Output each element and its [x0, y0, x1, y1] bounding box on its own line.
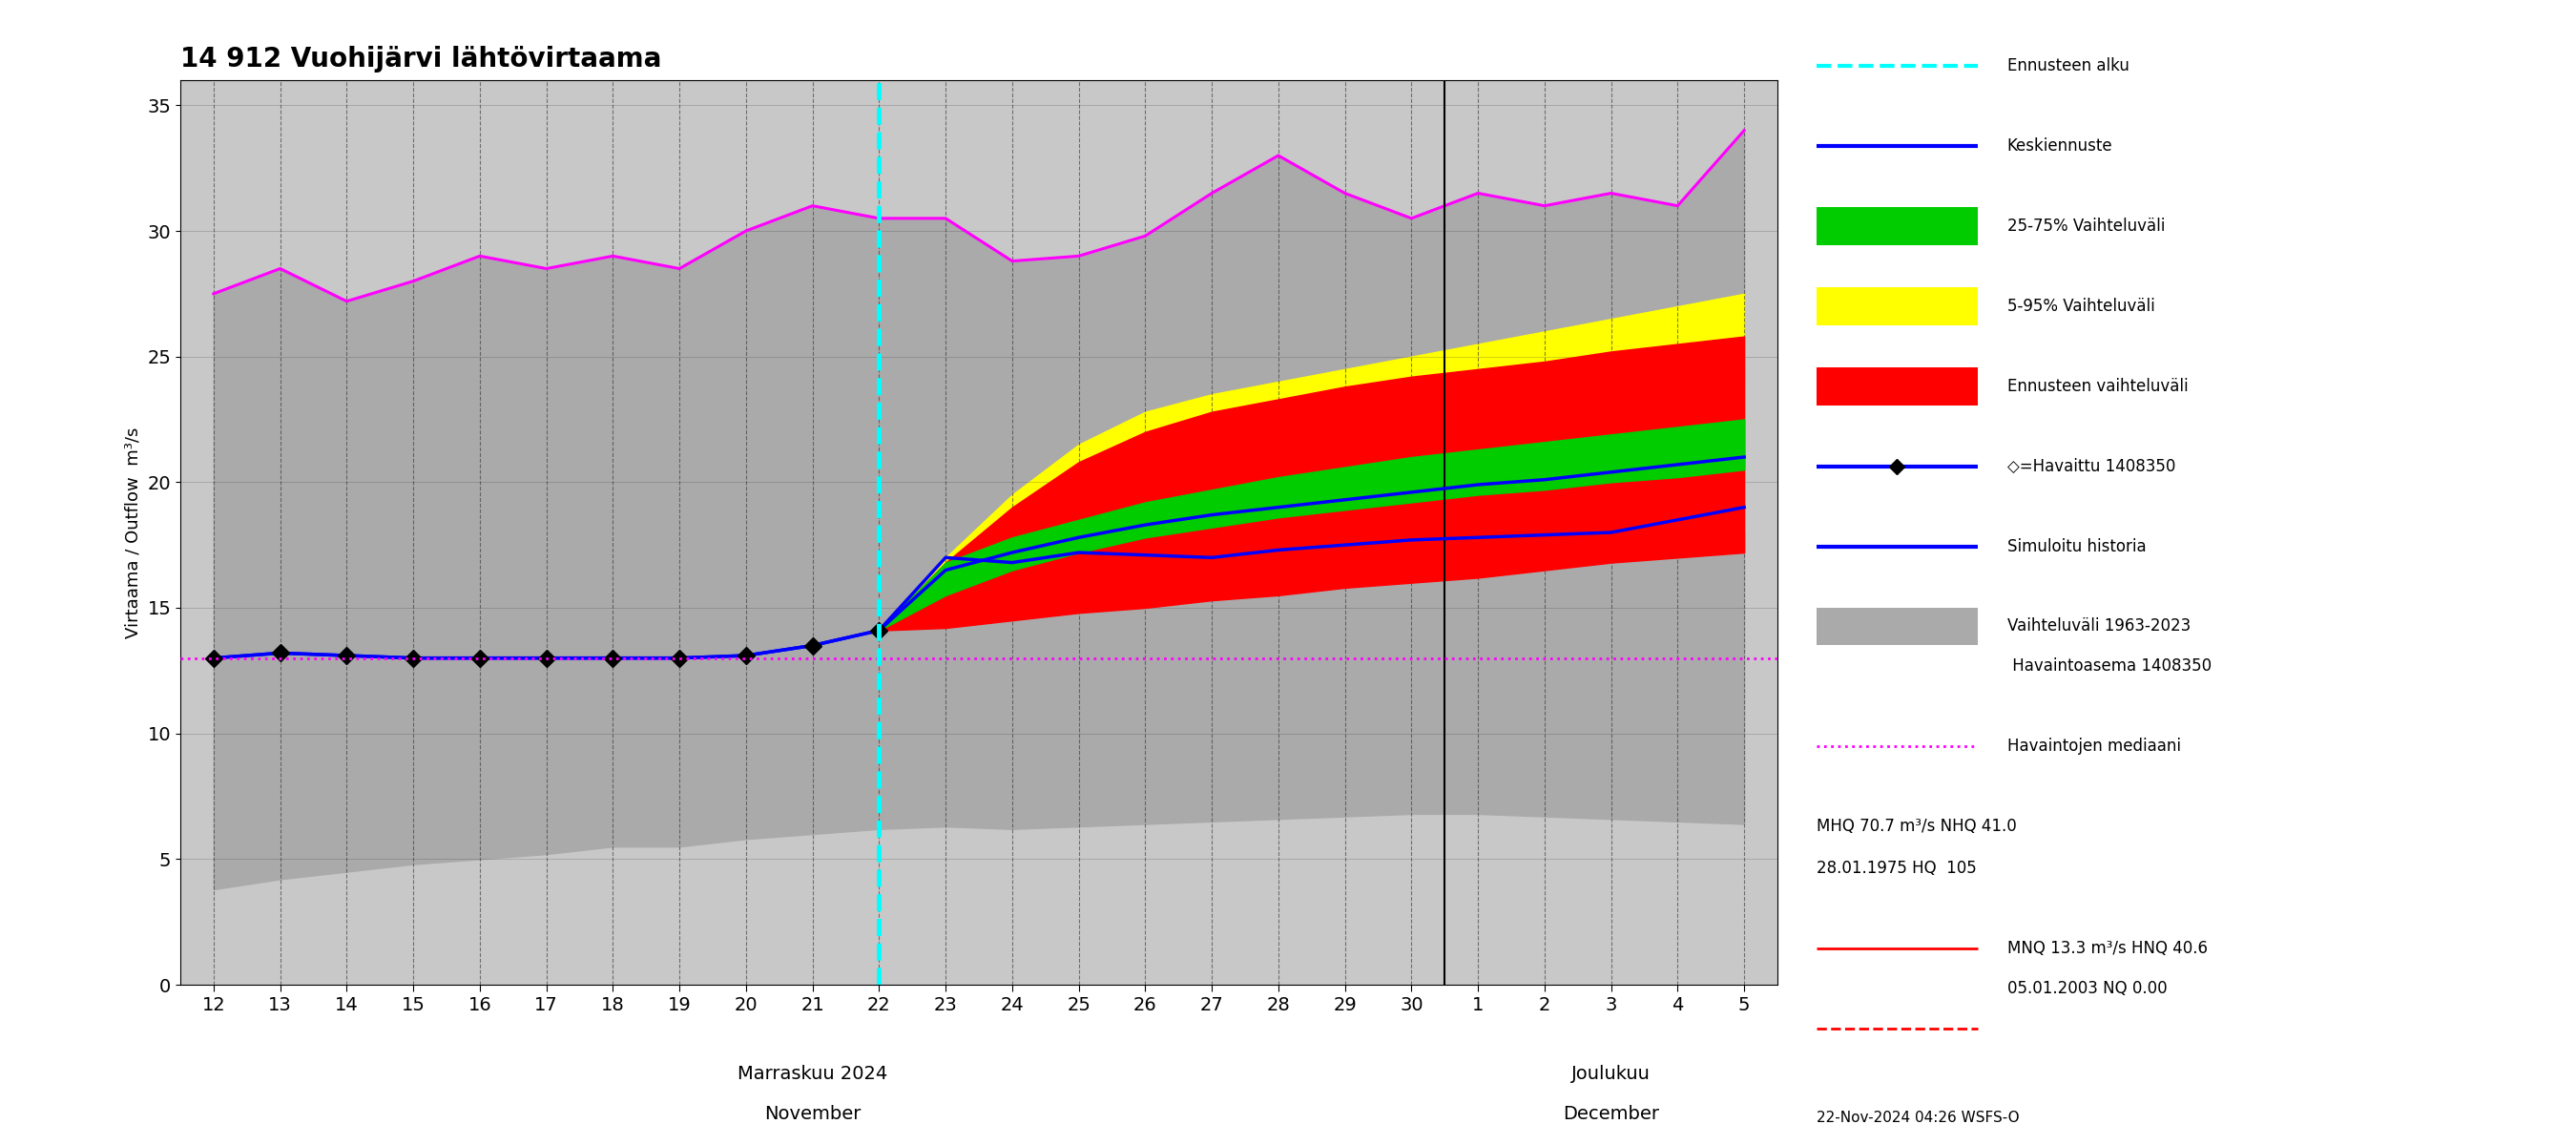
- Text: Simuloitu historia: Simuloitu historia: [2007, 538, 2146, 555]
- Text: Keskiennuste: Keskiennuste: [2007, 137, 2112, 155]
- Text: ◇=Havaittu 1408350: ◇=Havaittu 1408350: [2007, 458, 2174, 475]
- Text: Marraskuu 2024: Marraskuu 2024: [737, 1065, 889, 1083]
- Text: December: December: [1564, 1105, 1659, 1123]
- Text: Vaihteluväli 1963-2023: Vaihteluväli 1963-2023: [2007, 618, 2190, 635]
- Text: 28.01.1975 HQ  105: 28.01.1975 HQ 105: [1816, 860, 1976, 877]
- Bar: [1816, 607, 1978, 646]
- Text: Havaintojen mediaani: Havaintojen mediaani: [2007, 737, 2182, 755]
- Bar: [1816, 287, 1978, 325]
- Text: Ennusteen vaihteluväli: Ennusteen vaihteluväli: [2007, 378, 2187, 395]
- Text: 5-95% Vaihteluväli: 5-95% Vaihteluväli: [2007, 298, 2154, 315]
- Text: Havaintoasema 1408350: Havaintoasema 1408350: [2007, 657, 2210, 674]
- Bar: [1816, 368, 1978, 405]
- Text: MNQ 13.3 m³/s HNQ 40.6: MNQ 13.3 m³/s HNQ 40.6: [2007, 940, 2208, 957]
- Text: 05.01.2003 NQ 0.00: 05.01.2003 NQ 0.00: [2007, 980, 2166, 997]
- Text: Ennusteen alku: Ennusteen alku: [2007, 57, 2128, 74]
- Text: 22-Nov-2024 04:26 WSFS-O: 22-Nov-2024 04:26 WSFS-O: [1816, 1111, 2020, 1124]
- Text: MHQ 70.7 m³/s NHQ 41.0: MHQ 70.7 m³/s NHQ 41.0: [1816, 818, 2017, 835]
- Y-axis label: Virtaama / Outflow  m³/s: Virtaama / Outflow m³/s: [124, 427, 142, 638]
- Text: November: November: [765, 1105, 860, 1123]
- Text: 14 912 Vuohijärvi lähtövirtaama: 14 912 Vuohijärvi lähtövirtaama: [180, 46, 662, 72]
- Text: Joulukuu: Joulukuu: [1571, 1065, 1651, 1083]
- Text: 25-75% Vaihteluväli: 25-75% Vaihteluväli: [2007, 218, 2164, 235]
- Bar: [1816, 207, 1978, 245]
